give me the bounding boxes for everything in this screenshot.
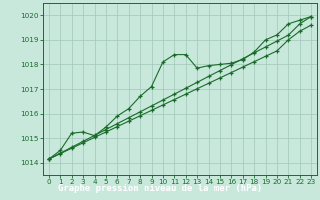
Text: Graphe pression niveau de la mer (hPa): Graphe pression niveau de la mer (hPa) xyxy=(58,184,262,193)
